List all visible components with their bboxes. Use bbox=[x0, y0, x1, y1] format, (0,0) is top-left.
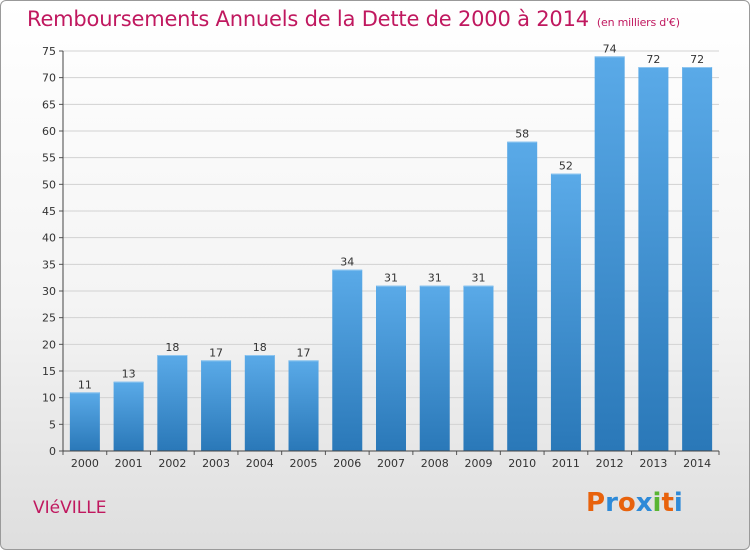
bar-2005 bbox=[288, 360, 319, 451]
logo-letter: P bbox=[586, 488, 606, 518]
y-tick-label: 40 bbox=[42, 232, 56, 245]
x-tick-label: 2013 bbox=[639, 457, 667, 470]
value-label: 13 bbox=[122, 368, 136, 381]
bar-2002 bbox=[157, 355, 188, 451]
y-tick-label: 55 bbox=[42, 152, 56, 165]
y-tick-label: 5 bbox=[49, 418, 56, 431]
x-axis-ticks: 2000 2001 2002 2003 2004 2005 2006 2007 2008 2009… bbox=[62, 451, 720, 470]
chart-title: Remboursements Annuels de la Dette de 20… bbox=[27, 7, 680, 31]
y-tick-label: 15 bbox=[42, 365, 56, 378]
y-tick-label: 60 bbox=[42, 125, 56, 138]
logo-letter: x bbox=[635, 488, 653, 518]
bar-2008 bbox=[419, 285, 450, 451]
value-label: 72 bbox=[646, 53, 660, 66]
bar-2000 bbox=[69, 392, 100, 451]
value-label: 18 bbox=[253, 341, 267, 354]
x-tick-label: 2001 bbox=[115, 457, 143, 470]
x-tick-label: 2009 bbox=[464, 457, 492, 470]
x-tick-label: 2006 bbox=[333, 457, 361, 470]
value-label: 18 bbox=[165, 341, 179, 354]
x-tick-label: 2014 bbox=[683, 457, 711, 470]
value-label: 17 bbox=[297, 346, 311, 359]
value-label: 17 bbox=[209, 346, 223, 359]
bars bbox=[69, 56, 713, 451]
x-tick-label: 2007 bbox=[377, 457, 405, 470]
bar-2010 bbox=[507, 141, 538, 451]
logo-letter: i bbox=[673, 488, 683, 518]
x-tick-label: 2010 bbox=[508, 457, 536, 470]
y-axis-ticks: 0 5 10 15 20 25 30 35 40 45 50 55 60 65 70 75 bbox=[42, 45, 63, 458]
value-label: 74 bbox=[603, 42, 617, 55]
y-tick-label: 20 bbox=[42, 338, 56, 351]
y-tick-label: 50 bbox=[42, 178, 56, 191]
value-labels: 11 13 18 17 18 17 34 31 31 31 58 52 74 72 72 bbox=[78, 42, 704, 391]
bar-2009 bbox=[463, 285, 494, 451]
axes bbox=[62, 51, 719, 452]
value-label: 31 bbox=[384, 272, 398, 285]
y-tick-label: 35 bbox=[42, 258, 56, 271]
bar-2013 bbox=[638, 67, 669, 451]
bar-2011 bbox=[550, 173, 581, 451]
bar-2004 bbox=[244, 355, 275, 451]
x-tick-label: 2000 bbox=[71, 457, 99, 470]
y-tick-label: 70 bbox=[42, 72, 56, 85]
logo-letter: i bbox=[652, 488, 662, 518]
logo-letter: t bbox=[661, 488, 674, 518]
commune-name: VIéVILLE bbox=[33, 498, 107, 518]
bar-2001 bbox=[113, 381, 144, 451]
y-tick-label: 0 bbox=[49, 445, 56, 458]
chart-title-text: Remboursements Annuels de la Dette de 20… bbox=[27, 7, 589, 31]
bar-2007 bbox=[376, 285, 406, 451]
y-tick-label: 30 bbox=[42, 285, 56, 298]
logo-letter: o bbox=[617, 488, 636, 518]
x-tick-label: 2008 bbox=[421, 457, 449, 470]
chart-subtitle: (en milliers d'€) bbox=[596, 16, 680, 29]
value-label: 72 bbox=[690, 53, 704, 66]
x-tick-label: 2004 bbox=[246, 457, 274, 470]
bar-2006 bbox=[332, 269, 363, 451]
x-tick-label: 2002 bbox=[158, 457, 186, 470]
value-label: 52 bbox=[559, 160, 573, 173]
bar-2003 bbox=[201, 360, 232, 451]
y-tick-label: 10 bbox=[42, 392, 56, 405]
value-label: 34 bbox=[340, 256, 354, 269]
x-tick-label: 2011 bbox=[552, 457, 580, 470]
proxiti-logo: Proxiti bbox=[586, 488, 683, 518]
logo-letter: r bbox=[605, 488, 618, 518]
y-tick-label: 45 bbox=[42, 205, 56, 218]
y-tick-label: 65 bbox=[42, 98, 56, 111]
y-tick-label: 75 bbox=[42, 45, 56, 58]
value-label: 58 bbox=[515, 128, 529, 141]
value-label: 31 bbox=[471, 272, 485, 285]
bar-2014 bbox=[682, 67, 713, 451]
x-tick-label: 2005 bbox=[290, 457, 318, 470]
x-tick-label: 2003 bbox=[202, 457, 230, 470]
value-label: 31 bbox=[428, 272, 442, 285]
y-tick-label: 25 bbox=[42, 312, 56, 325]
value-label: 11 bbox=[78, 378, 92, 391]
x-tick-label: 2012 bbox=[596, 457, 624, 470]
bar-2012 bbox=[594, 56, 625, 451]
